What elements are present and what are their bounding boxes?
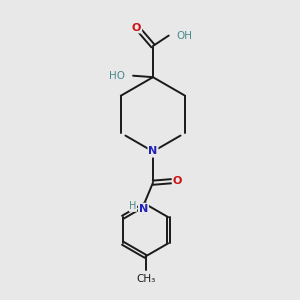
Text: N: N <box>139 204 148 214</box>
Text: O: O <box>173 176 182 186</box>
Text: H: H <box>129 202 137 212</box>
Text: CH₃: CH₃ <box>136 274 155 284</box>
Text: HO: HO <box>109 71 125 81</box>
Text: OH: OH <box>177 31 193 40</box>
Text: O: O <box>132 22 141 32</box>
Text: N: N <box>148 146 158 157</box>
